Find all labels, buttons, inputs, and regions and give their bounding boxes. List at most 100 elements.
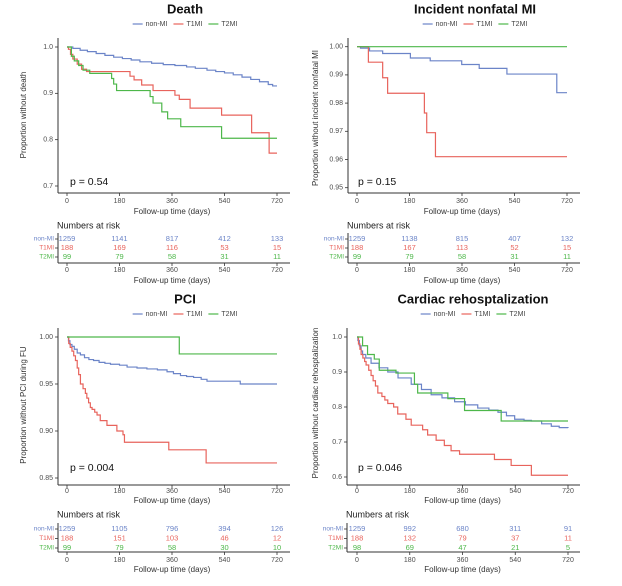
risk-count: 188 xyxy=(61,533,74,542)
risk-count: 52 xyxy=(510,243,518,252)
risk-count: 15 xyxy=(563,243,571,252)
chart-title: PCI xyxy=(174,291,196,306)
risk-count: 30 xyxy=(220,543,228,552)
chart-title: Death xyxy=(167,1,203,16)
x-tick-label: 0 xyxy=(65,198,69,205)
risk-count: 11 xyxy=(564,533,572,542)
risk-x-tick-label: 540 xyxy=(509,267,521,274)
risk-count: 132 xyxy=(403,533,416,542)
risk-table-title: Numbers at risk xyxy=(347,220,411,230)
risk-x-tick-label: 360 xyxy=(456,267,468,274)
risk-count: 815 xyxy=(456,234,469,243)
risk-x-tick-label: 720 xyxy=(271,267,283,274)
risk-row-label: T2MI xyxy=(328,545,343,552)
risk-count: 113 xyxy=(456,243,468,252)
x-tick-label: 180 xyxy=(114,488,126,495)
risk-count: 99 xyxy=(353,252,361,261)
panel-death: Death non-MI T1MI T2MI 0.7 0.8 0.9 1.0 0 180 360 54… xyxy=(19,1,290,285)
legend-label: T1MI xyxy=(474,311,490,318)
risk-count: 46 xyxy=(220,533,228,542)
x-tick-label: 360 xyxy=(166,488,178,495)
y-tick-label: 0.98 xyxy=(329,100,343,107)
x-tick-label: 720 xyxy=(271,198,283,205)
survival-curve-t2mi xyxy=(67,46,277,139)
legend-label: non-MI xyxy=(434,311,456,318)
risk-x-tick-label: 180 xyxy=(404,557,416,564)
risk-count: 133 xyxy=(271,234,284,243)
risk-count: 126 xyxy=(271,524,284,533)
risk-count: 21 xyxy=(511,543,519,552)
survival-curve-t2mi xyxy=(357,336,568,422)
x-tick-label: 720 xyxy=(561,198,573,205)
risk-count: 79 xyxy=(405,252,413,261)
survival-curve-t1mi xyxy=(67,46,277,154)
risk-count: 11 xyxy=(563,252,571,261)
p-value-annotation: p = 0.54 xyxy=(70,176,108,188)
risk-count: 188 xyxy=(351,533,364,542)
y-tick-label: 0.8 xyxy=(332,404,342,411)
p-value-annotation: p = 0.004 xyxy=(70,462,114,474)
y-tick-label: 0.7 xyxy=(43,183,53,190)
risk-count: 1138 xyxy=(401,234,417,243)
risk-count: 5 xyxy=(566,543,570,552)
risk-x-tick-label: 0 xyxy=(65,267,69,274)
risk-count: 47 xyxy=(458,543,466,552)
x-tick-label: 540 xyxy=(219,488,231,495)
x-tick-label: 0 xyxy=(355,488,359,495)
risk-row-label: non-MI xyxy=(34,526,54,533)
risk-x-tick-label: 180 xyxy=(114,267,126,274)
risk-x-axis-label: Follow-up time (days) xyxy=(134,565,211,574)
y-tick-label: 0.6 xyxy=(332,474,342,481)
risk-x-tick-label: 540 xyxy=(219,267,231,274)
risk-count: 1259 xyxy=(349,524,366,533)
y-tick-label: 1.0 xyxy=(43,44,53,51)
risk-count: 1259 xyxy=(59,524,76,533)
risk-count: 37 xyxy=(511,533,519,542)
risk-count: 992 xyxy=(403,524,416,533)
risk-count: 79 xyxy=(115,543,123,552)
risk-count: 53 xyxy=(220,243,228,252)
risk-row-label: T2MI xyxy=(39,545,54,552)
y-tick-label: 0.7 xyxy=(332,439,342,446)
y-tick-label: 0.9 xyxy=(332,369,342,376)
risk-table-title: Numbers at risk xyxy=(57,220,121,230)
chart-title: Cardiac rehosptalization xyxy=(398,291,549,306)
x-tick-label: 360 xyxy=(456,198,468,205)
survival-curve-non-mi xyxy=(357,46,567,94)
risk-row-label: non-MI xyxy=(323,526,343,533)
x-axis-label: Follow-up time (days) xyxy=(424,496,501,505)
y-tick-label: 0.97 xyxy=(329,128,343,135)
x-tick-label: 360 xyxy=(457,488,469,495)
y-tick-label: 1.0 xyxy=(332,334,342,341)
risk-count: 796 xyxy=(166,524,179,533)
survival-curve-t2mi xyxy=(67,336,277,355)
x-tick-label: 540 xyxy=(509,198,521,205)
risk-count: 132 xyxy=(561,234,574,243)
risk-x-tick-label: 0 xyxy=(65,557,69,564)
survival-curve-t1mi xyxy=(67,336,277,464)
risk-count: 12 xyxy=(273,533,281,542)
x-tick-label: 540 xyxy=(219,198,231,205)
risk-row-label: T2MI xyxy=(329,254,344,261)
risk-row-label: non-MI xyxy=(34,236,54,243)
risk-count: 1259 xyxy=(349,234,366,243)
risk-count: 58 xyxy=(168,252,176,261)
risk-count: 99 xyxy=(63,543,71,552)
risk-count: 680 xyxy=(456,524,469,533)
survival-curve-t1mi xyxy=(357,46,567,158)
legend: non-MI T1MI T2MI xyxy=(422,21,527,28)
risk-x-tick-label: 540 xyxy=(509,557,521,564)
risk-x-tick-label: 720 xyxy=(561,267,573,274)
p-value-annotation: p = 0.15 xyxy=(358,176,396,188)
y-tick-label: 1.00 xyxy=(39,334,53,341)
x-tick-label: 0 xyxy=(355,198,359,205)
legend-label: T2MI xyxy=(509,311,525,318)
legend-label: T1MI xyxy=(186,21,202,28)
panel-pci: PCI non-MI T1MI T2MI 0.85 0.90 0.95 1.00 0 180 360… xyxy=(19,291,290,574)
legend: non-MI T1MI T2MI xyxy=(420,311,525,318)
risk-count: 91 xyxy=(564,524,572,533)
risk-count: 116 xyxy=(166,243,178,252)
x-axis-label: Follow-up time (days) xyxy=(134,207,211,216)
